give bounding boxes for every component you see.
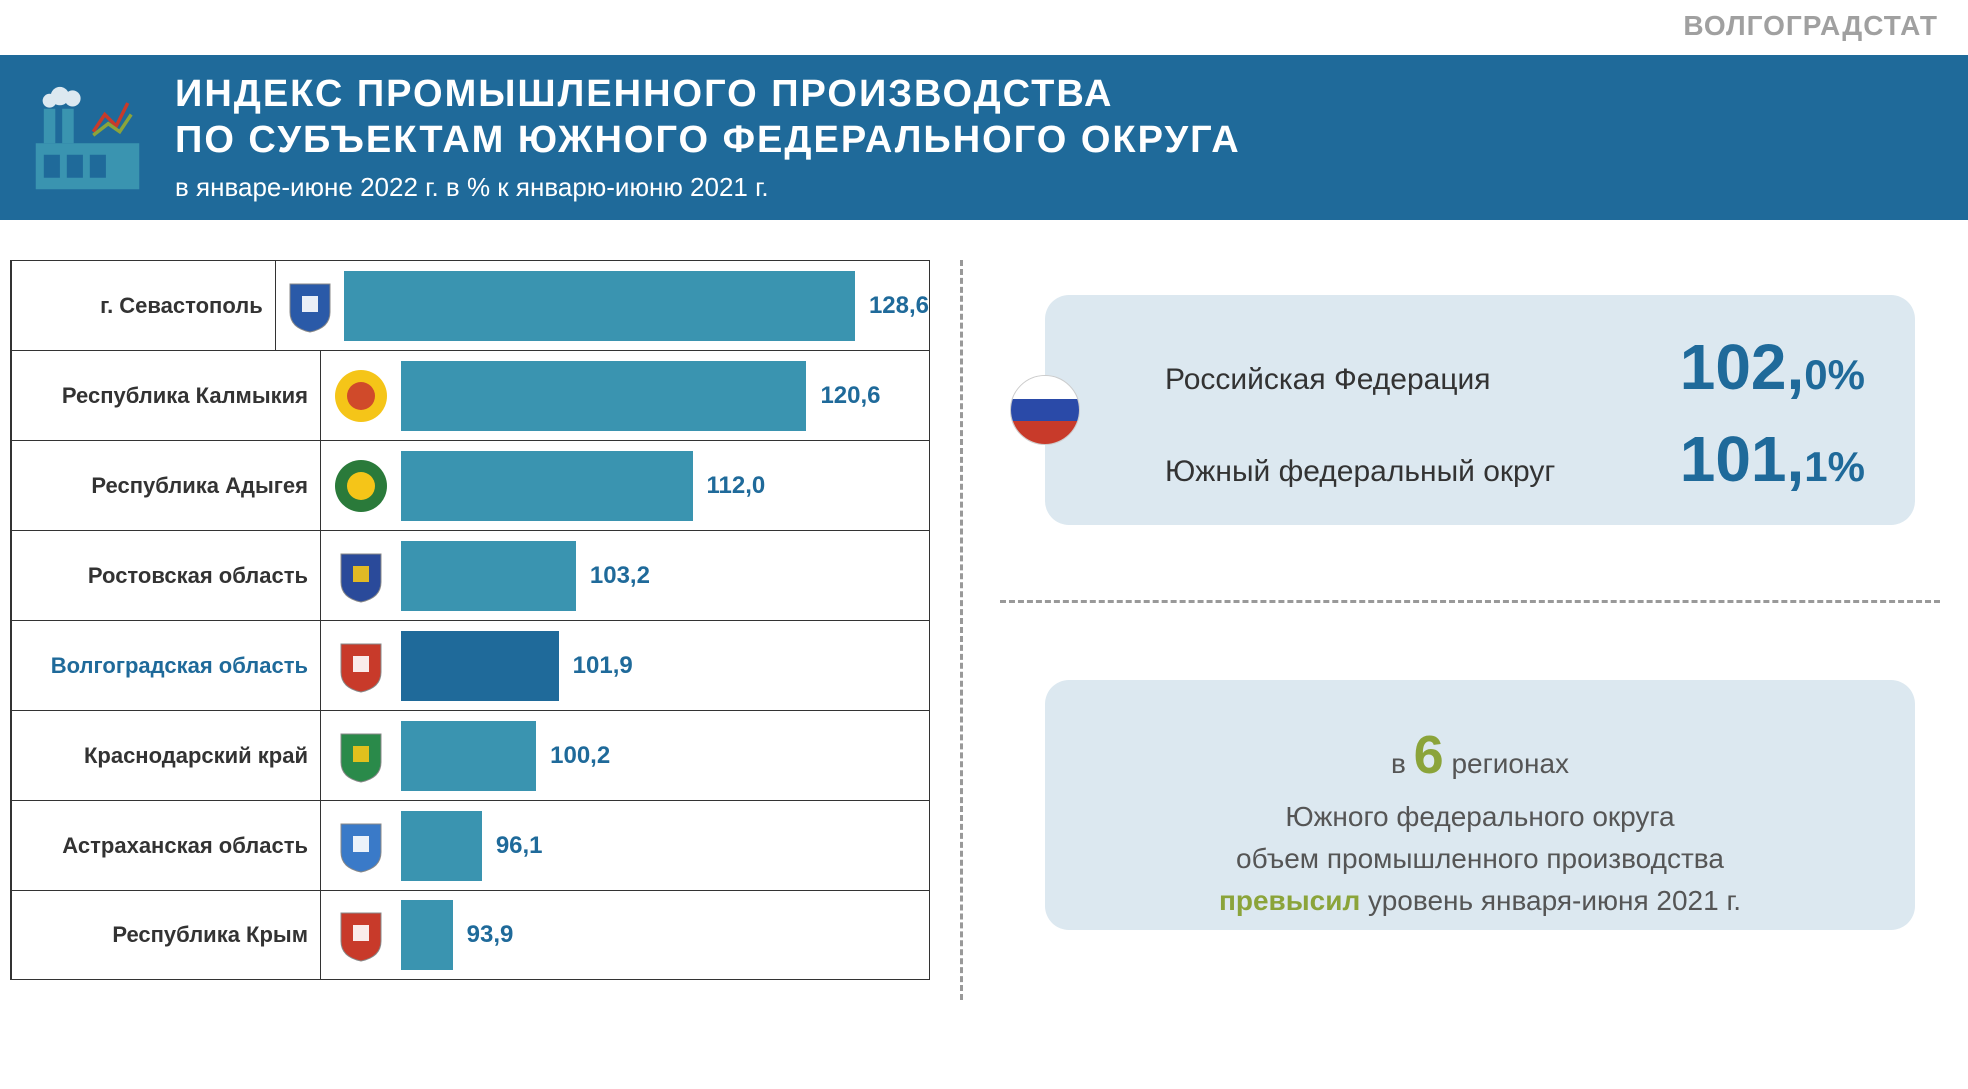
region-emblem (321, 441, 401, 530)
region-label: Астраханская область (11, 801, 321, 890)
summary-label: Южный федеральный округ (1165, 455, 1555, 489)
bar-cell: 112,0 (401, 441, 929, 530)
header-text: ИНДЕКС ПРОМЫШЛЕННОГО ПРОИЗВОДСТВА ПО СУБ… (175, 72, 1241, 202)
bar (401, 451, 693, 521)
region-label: Краснодарский край (11, 711, 321, 800)
summary-value: 102,0% (1680, 330, 1865, 404)
russia-flag-icon (1010, 375, 1080, 445)
bar-value: 100,2 (550, 742, 610, 770)
region-label: Ростовская область (11, 531, 321, 620)
note-line-1: в 6 регионах (1105, 715, 1855, 796)
factory-chart-icon (30, 80, 145, 195)
summary-value: 101,1% (1680, 422, 1865, 496)
note-line-3: объем промышленного производства (1105, 838, 1855, 880)
title-line-1: ИНДЕКС ПРОМЫШЛЕННОГО ПРОИЗВОДСТВА (175, 72, 1241, 118)
bar-value: 103,2 (590, 562, 650, 590)
bar-value: 96,1 (496, 832, 543, 860)
bar (401, 900, 453, 970)
exceeded-word: превысил (1219, 885, 1360, 916)
region-emblem (321, 801, 401, 890)
emblem-icon (333, 548, 389, 604)
chart-row: Республика Адыгея 112,0 (10, 440, 930, 530)
chart-row: Республика Калмыкия 120,6 (10, 350, 930, 440)
chart-row: Ростовская область 103,2 (10, 530, 930, 620)
summary-label: Российская Федерация (1165, 363, 1491, 397)
horizontal-divider (1000, 600, 1940, 603)
region-label: г. Севастополь (11, 261, 276, 350)
brand-label: ВОЛГОГРАДСТАТ (1683, 10, 1938, 42)
bar-chart: г. Севастополь 128,6 Республика Калмыкия… (10, 260, 930, 980)
bar-value: 93,9 (467, 921, 514, 949)
emblem-icon (333, 907, 389, 963)
emblem-icon (333, 368, 389, 424)
chart-row: Краснодарский край 100,2 (10, 710, 930, 800)
region-count: 6 (1414, 725, 1444, 785)
title-line-2: ПО СУБЪЕКТАМ ЮЖНОГО ФЕДЕРАЛЬНОГО ОКРУГА (175, 118, 1241, 164)
region-emblem (321, 891, 401, 979)
bar-cell: 96,1 (401, 801, 929, 890)
summary-row: Южный федеральный округ 101,1% (1165, 422, 1865, 496)
vertical-divider (960, 260, 963, 1000)
bar-cell: 128,6 (344, 261, 930, 350)
region-emblem (321, 351, 401, 440)
summary-row: Российская Федерация 102,0% (1165, 330, 1865, 404)
summary-box: Российская Федерация 102,0% Южный федера… (1045, 295, 1915, 525)
bar-cell: 103,2 (401, 531, 929, 620)
region-label: Республика Адыгея (11, 441, 321, 530)
region-emblem (321, 531, 401, 620)
emblem-icon (282, 278, 338, 334)
bar-cell: 120,6 (401, 351, 929, 440)
bar (401, 721, 536, 791)
bar-value: 128,6 (869, 292, 929, 320)
emblem-icon (333, 638, 389, 694)
bar-cell: 101,9 (401, 621, 929, 710)
note-line-2: Южного федерального округа (1105, 796, 1855, 838)
region-emblem (276, 261, 344, 350)
note-line-4: превысил уровень января-июня 2021 г. (1105, 880, 1855, 922)
region-label: Республика Крым (11, 891, 321, 979)
bar (401, 811, 482, 881)
bar (401, 631, 559, 701)
header-subtitle: в январе-июне 2022 г. в % к январю-июню … (175, 172, 1241, 203)
bar (401, 541, 576, 611)
chart-row: г. Севастополь 128,6 (10, 260, 930, 350)
bar-cell: 100,2 (401, 711, 929, 800)
chart-row: Астраханская область 96,1 (10, 800, 930, 890)
bar (401, 361, 806, 431)
bar-cell: 93,9 (401, 891, 929, 979)
bar-value: 120,6 (820, 382, 880, 410)
header-bar: ИНДЕКС ПРОМЫШЛЕННОГО ПРОИЗВОДСТВА ПО СУБ… (0, 55, 1968, 220)
region-label: Республика Калмыкия (11, 351, 321, 440)
bar-value: 112,0 (707, 472, 766, 500)
note-box: в 6 регионах Южного федерального округа … (1045, 680, 1915, 930)
emblem-icon (333, 728, 389, 784)
bar (344, 271, 855, 341)
region-emblem (321, 711, 401, 800)
emblem-icon (333, 458, 389, 514)
region-emblem (321, 621, 401, 710)
emblem-icon (333, 818, 389, 874)
bar-value: 101,9 (573, 652, 633, 680)
chart-row: Республика Крым 93,9 (10, 890, 930, 980)
region-label: Волгоградская область (11, 621, 321, 710)
chart-row: Волгоградская область 101,9 (10, 620, 930, 710)
